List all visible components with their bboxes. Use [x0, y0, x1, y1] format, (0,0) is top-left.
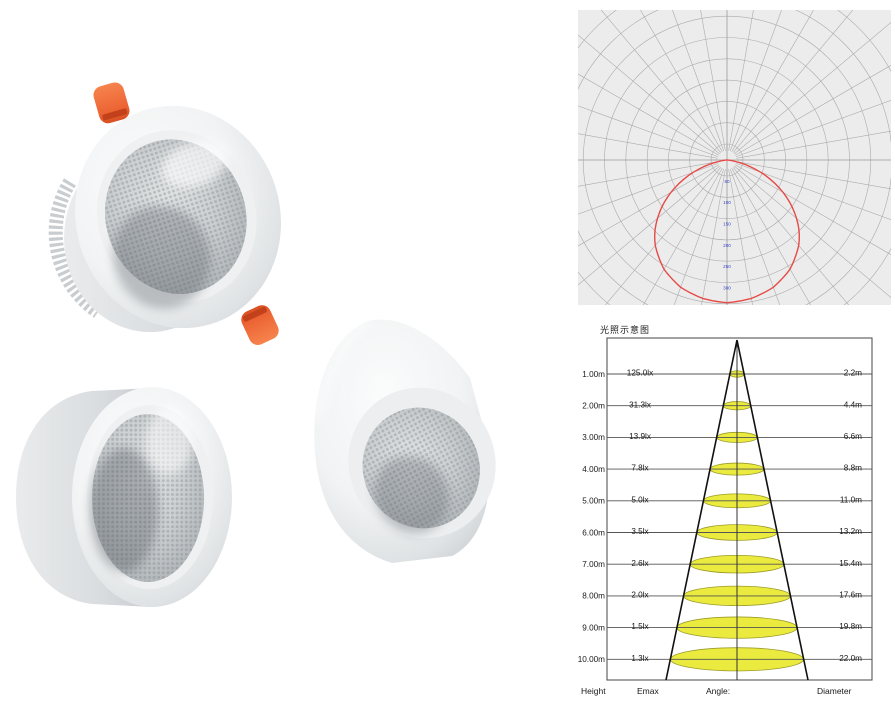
- diameter-label: 17.6m: [839, 591, 862, 600]
- diameter-label: 15.4m: [839, 559, 862, 568]
- height-label: 10.00m: [578, 655, 605, 664]
- emax-label: 2.0lx: [631, 591, 648, 600]
- polar-distribution-panel: 50 100 150 200 250 300: [578, 10, 891, 305]
- emax-label: 5.0lx: [631, 495, 648, 504]
- product-surface-downlight: [16, 387, 232, 607]
- product-recessed-downlight: [48, 82, 281, 346]
- spring-clip-top-icon: [93, 82, 130, 124]
- footer-angle-label: Angle:: [706, 686, 731, 696]
- emax-label: 3.5lx: [631, 527, 648, 536]
- diameter-label: 8.8m: [844, 464, 862, 473]
- diameter-label: 13.2m: [839, 527, 862, 536]
- spring-clip-bottom-icon: [241, 305, 279, 346]
- polar-ring-label: 300: [723, 285, 731, 290]
- footer-emax-label: Emax: [637, 686, 659, 696]
- height-label: 4.00m: [582, 465, 605, 474]
- diameter-label: 4.4m: [844, 400, 862, 409]
- emax-label: 31.3lx: [629, 400, 651, 409]
- height-label: 7.00m: [582, 560, 605, 569]
- product-renders: [16, 82, 496, 607]
- emax-label: 7.8lx: [631, 464, 648, 473]
- diameter-label: 22.0m: [839, 654, 862, 663]
- height-label: 8.00m: [582, 592, 605, 601]
- diameter-label: 2.2m: [844, 369, 862, 378]
- diameter-label: 19.8m: [839, 622, 862, 631]
- heatsink-ribs: [48, 178, 103, 318]
- diameter-label: 11.0m: [840, 495, 862, 504]
- intensity-curve: [653, 159, 801, 304]
- light-cone-chart: 1.00m 125.0lx 2.2m 2.00m 31.3lx 4.4m 3.00m 13.9…: [578, 337, 873, 681]
- polar-ring-label: 150: [723, 222, 731, 227]
- emax-label: 2.6lx: [631, 559, 648, 568]
- cone-chart-title: 光照示意图: [600, 325, 651, 335]
- height-label: 5.00m: [582, 497, 605, 506]
- beam-edge-left: [665, 339, 738, 681]
- height-label: 6.00m: [582, 528, 605, 537]
- polar-grid: 50 100 150 200 250 300: [578, 10, 891, 305]
- polar-ring-label: 200: [723, 243, 731, 248]
- height-label: 1.00m: [582, 370, 605, 379]
- emax-label: 125.0lx: [627, 369, 653, 378]
- polar-ring-label: 250: [723, 264, 731, 269]
- polar-ring-label: 100: [723, 200, 731, 205]
- beam-edge-right: [736, 339, 809, 681]
- polar-distribution-chart: 50 100 150 200 250 300: [578, 10, 891, 305]
- product-angled-downlight: [313, 316, 496, 563]
- height-label: 2.00m: [582, 402, 605, 411]
- footer-height-label: Height: [581, 686, 606, 696]
- emax-label: 1.3lx: [631, 654, 648, 663]
- emax-label: 1.5lx: [631, 622, 648, 631]
- cone-diagram: 1.00m 125.0lx 2.2m 2.00m 31.3lx 4.4m 3.00m 13.9…: [578, 337, 873, 681]
- height-label: 9.00m: [582, 623, 605, 632]
- polar-ring-label: 50: [724, 179, 730, 184]
- emax-label: 13.9lx: [629, 432, 651, 441]
- footer-diameter-label: Diameter: [817, 686, 852, 696]
- diameter-label: 6.6m: [844, 432, 862, 441]
- height-label: 3.00m: [582, 433, 605, 442]
